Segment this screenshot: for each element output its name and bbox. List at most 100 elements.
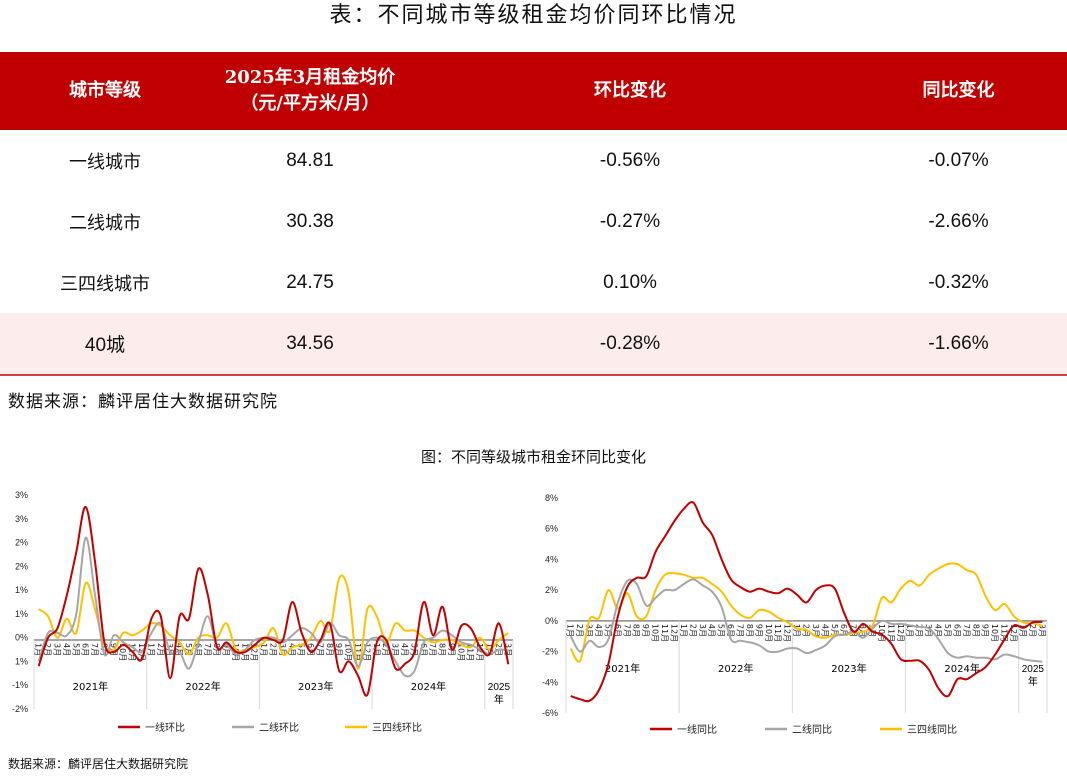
cell-price: 34.56: [210, 313, 410, 376]
series-line-三四线环比: [38, 574, 509, 670]
month-tick-label: 10月: [990, 624, 999, 642]
month-tick-label: 1月: [259, 643, 268, 656]
month-tick-label: 4月: [820, 624, 829, 637]
y-tick-label: 6%: [545, 524, 558, 534]
year-label: 2024年: [411, 680, 446, 693]
y-tick-label: 2%: [15, 561, 28, 571]
legend-label: 二线同比: [792, 723, 832, 736]
month-tick-label: 4月: [934, 624, 943, 637]
cell-yoy: -2.66%: [928, 210, 989, 232]
month-tick-label: 2月: [381, 643, 390, 656]
month-tick-label: 1月: [34, 643, 43, 656]
month-tick-label: 6月: [726, 624, 735, 637]
month-tick-label: 7月: [735, 624, 744, 637]
month-tick-label: 8月: [971, 624, 980, 637]
year-label: 2022年: [718, 662, 753, 675]
legend-label: 二线环比: [259, 721, 299, 734]
month-tick-label: 7月: [315, 643, 324, 656]
month-tick-label: 2月: [156, 643, 165, 656]
year-label-suffix: 年: [1028, 675, 1038, 688]
y-tick-label: -2%: [12, 704, 28, 714]
table-row: 二线城市 30.38 -0.27% -2.66%: [0, 191, 1067, 252]
cell-mom: -0.28%: [410, 313, 850, 376]
month-tick-label: 11月: [1000, 624, 1009, 642]
month-tick-label: 2月: [269, 643, 278, 656]
header-mom: 环比变化: [410, 52, 850, 130]
legend-label: 一线同比: [677, 723, 717, 736]
cell-level: 40城: [0, 313, 210, 376]
cell-level: 三四线城市: [60, 273, 150, 295]
cell-mom: -0.27%: [599, 210, 661, 232]
month-tick-label: 1月: [679, 624, 688, 637]
y-tick-label: -4%: [542, 677, 558, 687]
chart-yoy: 8%6%4%2%0%-2%-4%-6%1月 2月 3月 4月 5月 6月 7月 8月 9月 10月…: [542, 493, 1048, 736]
y-tick-label: -1%: [12, 680, 28, 690]
month-tick-label: 10月: [344, 643, 353, 661]
series-line-一线同比: [570, 501, 1043, 703]
year-label: 2025: [488, 682, 511, 693]
y-tick-label: -2%: [542, 647, 558, 657]
month-tick-label: 1月: [905, 624, 914, 637]
cell-level: 一线城市: [69, 151, 141, 173]
month-tick-label: 9月: [641, 624, 650, 637]
series-line-二线同比: [569, 578, 1043, 663]
month-tick-label: 6月: [613, 624, 622, 637]
month-tick-label: 12月: [250, 643, 259, 661]
cell-mom: 0.10%: [603, 271, 657, 293]
month-tick-label: 12月: [669, 624, 678, 642]
month-tick-label: 4月: [62, 643, 71, 656]
y-tick-label: 2%: [545, 585, 558, 595]
month-tick-label: 9月: [222, 643, 231, 656]
month-tick-label: 7月: [962, 624, 971, 637]
month-tick-label: 7月: [622, 624, 631, 637]
y-tick-label: 1%: [15, 656, 28, 666]
month-tick-label: 2月: [688, 624, 697, 637]
month-tick-label: 1月: [792, 624, 801, 637]
month-tick-label: 10月: [764, 624, 773, 642]
month-tick-label: 1月: [566, 624, 575, 637]
table-row: 一线城市 84.81 -0.56% -0.07%: [0, 130, 1067, 191]
month-tick-label: 5月: [184, 643, 193, 656]
month-tick-label: 1月: [146, 643, 155, 656]
month-tick-label: 3月: [52, 643, 61, 656]
month-tick-label: 6月: [306, 643, 315, 656]
month-tick-label: 4月: [287, 643, 296, 656]
month-tick-label: 5月: [71, 643, 80, 656]
month-tick-label: 11月: [466, 643, 475, 661]
year-label-suffix: 年: [494, 693, 504, 706]
cell-yoy: -0.32%: [928, 271, 989, 293]
month-tick-label: 9月: [981, 624, 990, 637]
month-tick-label: 9月: [754, 624, 763, 637]
y-tick-label: 3%: [15, 490, 28, 500]
header-level: 城市等级: [0, 52, 210, 130]
month-tick-label: 12月: [896, 624, 905, 642]
legend-label: 三四线环比: [372, 721, 422, 734]
month-tick-label: 8月: [858, 624, 867, 637]
month-tick-label: 11月: [886, 624, 895, 642]
figure-title: 图：不同等级城市租金环同比变化: [420, 448, 646, 466]
table-row-total: 40城 34.56 -0.28% -1.66%: [0, 313, 1067, 376]
y-tick-label: 4%: [545, 554, 558, 564]
y-tick-label: 0%: [545, 616, 558, 626]
cell-price: 30.38: [286, 210, 334, 232]
month-tick-label: 6月: [952, 624, 961, 637]
series-line-二线环比: [37, 536, 509, 678]
month-tick-label: 8月: [745, 624, 754, 637]
y-tick-label: 2%: [15, 538, 28, 548]
year-label: 2023年: [298, 680, 333, 693]
figure-source: 数据来源：麟评居住大数据研究院: [8, 757, 189, 771]
table-source: 数据来源：麟评居住大数据研究院: [8, 392, 278, 412]
cell-level: 二线城市: [69, 212, 141, 234]
month-tick-label: 12月: [783, 624, 792, 642]
month-tick-label: 5月: [830, 624, 839, 637]
month-tick-label: 6月: [419, 643, 428, 656]
month-tick-label: 6月: [839, 624, 848, 637]
series-line-三四线同比: [569, 562, 1043, 663]
y-tick-label: 1%: [15, 609, 28, 619]
month-tick-label: 11月: [773, 624, 782, 642]
month-tick-label: 2月: [1028, 624, 1037, 637]
month-tick-label: 1月: [1018, 624, 1027, 637]
month-tick-label: 3月: [585, 624, 594, 637]
month-tick-label: 6月: [81, 643, 90, 656]
month-tick-label: 3月: [698, 624, 707, 637]
